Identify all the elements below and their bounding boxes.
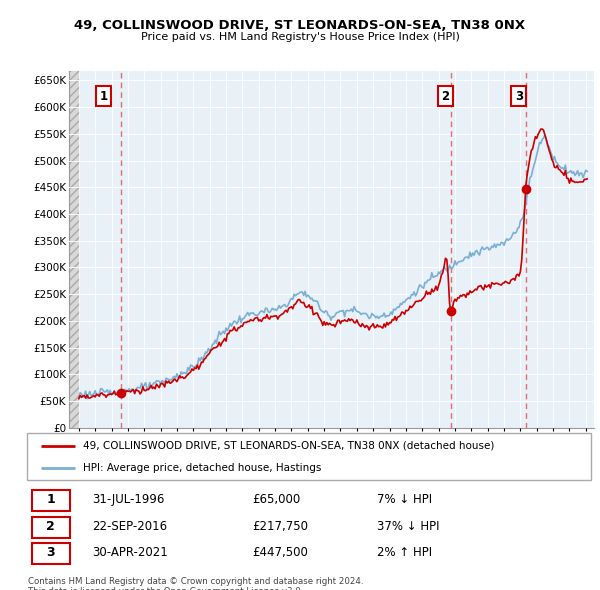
- Text: 37% ↓ HPI: 37% ↓ HPI: [377, 520, 439, 533]
- Text: Contains HM Land Registry data © Crown copyright and database right 2024.
This d: Contains HM Land Registry data © Crown c…: [28, 577, 364, 590]
- FancyBboxPatch shape: [27, 434, 591, 480]
- Text: HPI: Average price, detached house, Hastings: HPI: Average price, detached house, Hast…: [83, 463, 322, 473]
- Text: 22-SEP-2016: 22-SEP-2016: [92, 520, 167, 533]
- Text: 49, COLLINSWOOD DRIVE, ST LEONARDS-ON-SEA, TN38 0NX (detached house): 49, COLLINSWOOD DRIVE, ST LEONARDS-ON-SE…: [83, 441, 495, 451]
- Text: 30-APR-2021: 30-APR-2021: [92, 546, 167, 559]
- Text: 2: 2: [46, 520, 55, 533]
- Text: 1: 1: [46, 493, 55, 506]
- Text: 3: 3: [46, 546, 55, 559]
- Text: 3: 3: [515, 90, 523, 103]
- FancyBboxPatch shape: [32, 490, 70, 511]
- Text: 2% ↑ HPI: 2% ↑ HPI: [377, 546, 432, 559]
- Text: 1: 1: [99, 90, 107, 103]
- Text: £447,500: £447,500: [253, 546, 308, 559]
- Text: 7% ↓ HPI: 7% ↓ HPI: [377, 493, 432, 506]
- Text: £65,000: £65,000: [253, 493, 301, 506]
- Text: 31-JUL-1996: 31-JUL-1996: [92, 493, 164, 506]
- FancyBboxPatch shape: [32, 517, 70, 538]
- Text: Price paid vs. HM Land Registry's House Price Index (HPI): Price paid vs. HM Land Registry's House …: [140, 32, 460, 42]
- Text: 49, COLLINSWOOD DRIVE, ST LEONARDS-ON-SEA, TN38 0NX: 49, COLLINSWOOD DRIVE, ST LEONARDS-ON-SE…: [74, 19, 526, 32]
- Text: 2: 2: [441, 90, 449, 103]
- FancyBboxPatch shape: [32, 543, 70, 564]
- Text: £217,750: £217,750: [253, 520, 308, 533]
